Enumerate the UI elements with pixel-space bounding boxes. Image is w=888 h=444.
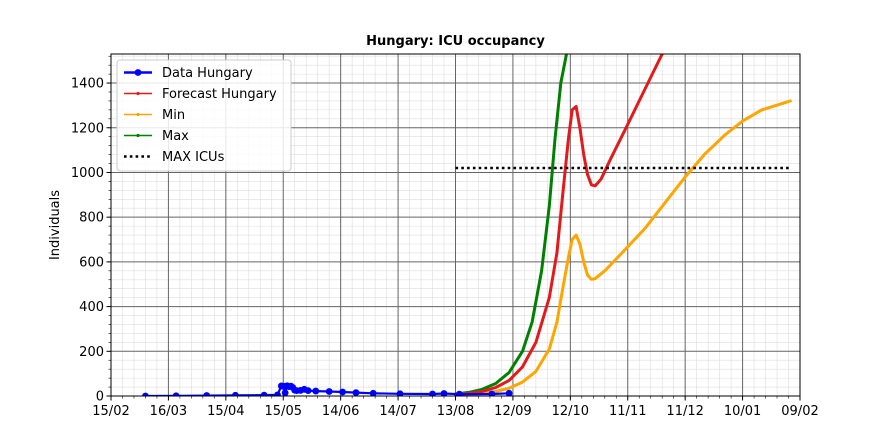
data-point-data-hungary (339, 388, 346, 396)
y-tick-label: 1200 (71, 121, 104, 136)
legend-marker-forecast-hungary (136, 91, 140, 96)
series-line-forecast-hungary (454, 54, 664, 396)
data-point-data-hungary (312, 387, 320, 395)
legend-label-data-hungary: Data Hungary (162, 66, 253, 81)
data-point-data-hungary (142, 392, 149, 396)
data-point-data-hungary (455, 390, 463, 396)
x-tick-label: 09/02 (781, 404, 818, 419)
data-point-data-hungary (260, 391, 268, 396)
data-point-data-hungary (325, 388, 333, 395)
x-tick-label: 14/06 (322, 404, 359, 419)
y-axis: 0 200 400 600 800 1000 1200 1400 (71, 55, 111, 405)
legend-marker-max (136, 133, 140, 138)
x-axis: 15/02 16/03 15/04 15/05 14/06 14/07 13/08 12/09… (92, 396, 819, 419)
y-tick-label: 400 (79, 300, 104, 315)
legend-label-max: Max (162, 129, 189, 144)
data-point-data-hungary (274, 391, 281, 396)
data-point-data-hungary (429, 390, 436, 396)
x-tick-label: 12/09 (494, 404, 531, 419)
data-point-data-hungary (505, 389, 513, 396)
chart-title: Hungary: ICU occupancy (366, 34, 545, 49)
legend: Data Hungary Forecast Hungary Min Max MAX IC… (116, 59, 292, 172)
legend-marker-data-hungary (134, 69, 142, 76)
legend-marker-min (136, 112, 140, 117)
y-tick-label: 1400 (71, 77, 104, 92)
legend-label-forecast-hungary: Forecast Hungary (162, 87, 277, 102)
data-point-data-hungary (172, 392, 180, 396)
x-tick-label: 15/05 (265, 404, 302, 419)
y-tick-label: 600 (79, 255, 104, 270)
legend-label-max-icus: MAX ICUs (162, 150, 225, 165)
x-tick-label: 11/11 (609, 404, 646, 419)
x-tick-label: 12/10 (552, 404, 589, 419)
y-tick-label: 200 (79, 345, 104, 360)
series-layer (142, 54, 792, 396)
y-tick-label: 1000 (71, 166, 104, 181)
y-tick-label: 0 (96, 390, 104, 405)
legend-label-min: Min (162, 108, 185, 123)
data-point-data-hungary (396, 390, 404, 396)
data-point-data-hungary (369, 389, 377, 396)
x-tick-label: 15/04 (207, 404, 244, 419)
y-axis-label: Individuals (48, 190, 63, 260)
series-line-min (454, 99, 792, 396)
x-tick-label: 11/12 (666, 404, 703, 419)
legend-box (116, 59, 292, 172)
data-point-data-hungary (352, 389, 360, 396)
data-point-data-hungary (488, 390, 496, 396)
y-tick-label: 800 (79, 211, 104, 226)
data-point-data-hungary (232, 391, 239, 396)
data-point-data-hungary (304, 387, 312, 395)
x-tick-label: 15/02 (92, 404, 129, 419)
x-tick-label: 13/08 (437, 404, 474, 419)
x-tick-label: 10/01 (724, 404, 761, 419)
x-tick-label: 14/07 (379, 404, 416, 419)
series-line-max (454, 54, 568, 396)
data-point-data-hungary (440, 390, 448, 396)
data-point-data-hungary (203, 392, 211, 396)
x-tick-label: 16/03 (150, 404, 187, 419)
data-point-data-hungary (281, 389, 289, 396)
